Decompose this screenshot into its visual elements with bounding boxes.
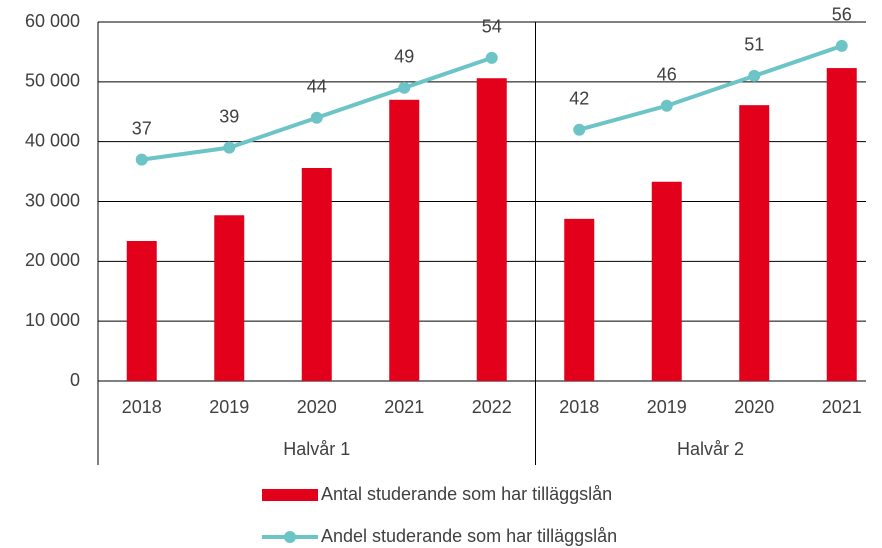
data-label: 46 — [657, 65, 677, 85]
data-label: 39 — [219, 106, 239, 126]
y-tick-label: 40 000 — [25, 130, 80, 150]
line-point — [485, 51, 498, 64]
bar — [826, 68, 857, 382]
x-tick-label: 2021 — [384, 397, 424, 417]
bar — [476, 78, 507, 381]
x-tick-label: 2020 — [734, 397, 774, 417]
group-label: Halvår 2 — [677, 439, 744, 459]
data-label: 49 — [394, 47, 414, 67]
bar — [126, 240, 157, 381]
y-tick-label: 10 000 — [25, 310, 80, 330]
line-point — [660, 99, 673, 112]
line-point — [135, 153, 148, 166]
data-label: 56 — [832, 5, 852, 25]
x-tick-label: 2019 — [209, 397, 249, 417]
bar — [214, 215, 245, 381]
line-point — [398, 81, 411, 94]
data-label: 37 — [132, 118, 152, 138]
line-point — [310, 111, 323, 124]
x-tick-label: 2019 — [647, 397, 687, 417]
line-point — [573, 123, 586, 136]
bar — [389, 99, 420, 382]
x-tick-label: 2018 — [559, 397, 599, 417]
line-point — [223, 141, 236, 154]
data-label: 44 — [307, 76, 327, 96]
y-tick-label: 50 000 — [25, 71, 80, 91]
legend-swatch — [262, 489, 318, 501]
group-label: Halvår 1 — [283, 439, 350, 459]
x-tick-label: 2021 — [822, 397, 862, 417]
line — [578, 44, 843, 132]
y-tick-label: 60 000 — [25, 11, 80, 31]
bar — [739, 105, 770, 381]
legend-label: Andel studerande som har tilläggslån — [321, 526, 617, 546]
line-point — [748, 69, 761, 82]
data-label: 42 — [569, 88, 589, 108]
x-tick-label: 2022 — [472, 397, 512, 417]
x-tick-label: 2018 — [122, 397, 162, 417]
line — [141, 56, 493, 162]
bar — [301, 167, 332, 381]
legend-label: Antal studerande som har tilläggslån — [321, 484, 612, 504]
y-tick-label: 20 000 — [25, 250, 80, 270]
bar — [564, 218, 595, 381]
legend-swatch — [284, 531, 296, 543]
data-label: 54 — [482, 17, 502, 37]
y-tick-label: 30 000 — [25, 190, 80, 210]
x-tick-label: 2020 — [297, 397, 337, 417]
bar — [651, 181, 682, 381]
y-tick-label: 0 — [70, 370, 80, 390]
data-label: 51 — [744, 35, 764, 55]
line-point — [835, 39, 848, 52]
